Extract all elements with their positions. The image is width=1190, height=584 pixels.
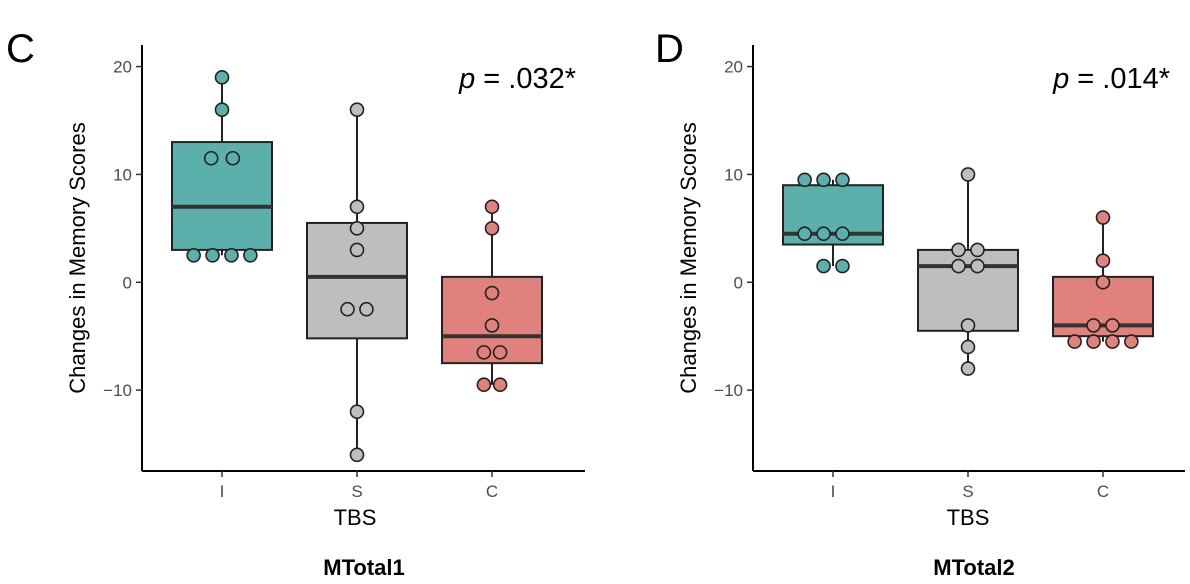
data-point-i-c — [186, 248, 201, 263]
data-point-i-d — [835, 226, 850, 242]
data-point-c-c — [476, 345, 492, 360]
data-point-c-d — [1105, 318, 1120, 333]
x-tick-label-d: S — [962, 482, 973, 501]
data-point-i-c — [203, 150, 219, 166]
data-point-s-c — [359, 301, 374, 317]
p-value-symbol-c: p — [458, 63, 475, 95]
caption-mtotal1: MTotal1 — [323, 555, 404, 580]
data-point-s-d — [960, 167, 976, 182]
p-value-number-c: = .032* — [475, 63, 576, 95]
data-point-c-c — [476, 377, 492, 393]
p-value-symbol-d: p — [1052, 63, 1069, 95]
data-point-i-c — [225, 150, 241, 166]
data-point-i-d — [816, 258, 831, 274]
data-point-c-d — [1095, 253, 1111, 268]
data-point-c-c — [484, 318, 500, 333]
data-point-c-c — [484, 285, 500, 301]
data-point-c-c — [484, 221, 500, 236]
data-point-c-d — [1086, 318, 1101, 333]
data-point-c-c — [492, 377, 508, 393]
data-point-s-c — [349, 404, 365, 419]
data-point-i-c — [224, 248, 239, 263]
data-point-c-d — [1086, 334, 1101, 349]
x-tick-label-c: I — [220, 482, 225, 501]
box-i-c — [171, 141, 273, 251]
data-point-c-d — [1124, 334, 1139, 349]
data-point-s-d — [951, 258, 966, 274]
p-value-label-d: p = .014* — [1052, 63, 1170, 95]
data-point-i-c — [214, 70, 230, 85]
y-axis-label-d: Changes in Memory Scores — [676, 122, 701, 393]
y-tick-label-c: 10 — [113, 165, 132, 184]
data-point-s-d — [960, 339, 976, 355]
p-value-label-c: p = .032* — [458, 63, 576, 95]
y-tick-label-d: 20 — [724, 58, 743, 77]
panel-letter-d: D — [655, 27, 684, 71]
data-point-c-d — [1095, 210, 1111, 225]
panel-c: C p = .032* Changes in Memory Scores TBS… — [6, 27, 585, 580]
y-tick-label-c: 0 — [123, 273, 132, 292]
data-point-s-c — [349, 242, 365, 258]
data-point-c-d — [1067, 334, 1082, 349]
data-point-i-c — [243, 248, 258, 263]
x-tick-label-c: S — [351, 482, 362, 501]
data-point-c-d — [1105, 334, 1120, 349]
data-point-i-d — [816, 172, 831, 188]
y-axis-label-c: Changes in Memory Scores — [65, 122, 90, 393]
y-tick-label-c: 20 — [113, 58, 132, 77]
data-point-i-d — [835, 172, 850, 188]
x-tick-label-c: C — [486, 482, 498, 501]
y-tick-label-d: 10 — [724, 165, 743, 184]
data-point-s-c — [340, 301, 355, 317]
p-value-number-d: = .014* — [1069, 63, 1170, 95]
data-point-c-c — [484, 199, 500, 215]
data-point-s-d — [970, 242, 985, 258]
data-point-i-c — [205, 248, 220, 263]
x-tick-label-d: I — [831, 482, 836, 501]
plot-area-c: −10 0 10 20 I S C — [103, 45, 585, 501]
data-point-i-d — [816, 226, 831, 242]
data-point-s-c — [349, 447, 365, 463]
x-axis-label-c: TBS — [334, 505, 377, 530]
panel-letter-c: C — [6, 27, 35, 71]
plot-area-d: −10 0 10 20 I S C — [714, 45, 1185, 501]
box-s-d — [917, 248, 1019, 332]
x-axis-label-d: TBS — [947, 505, 990, 530]
data-point-s-d — [960, 361, 976, 376]
data-point-s-d — [970, 258, 985, 274]
panel-d: D p = .014* Changes in Memory Scores TBS… — [655, 27, 1185, 580]
data-point-c-d — [1095, 274, 1111, 290]
data-point-s-d — [960, 318, 976, 333]
y-tick-label-d: 0 — [734, 273, 743, 292]
caption-mtotal2: MTotal2 — [933, 555, 1014, 580]
data-point-s-c — [349, 102, 365, 118]
box-s-c — [306, 221, 408, 340]
data-point-c-c — [492, 345, 508, 360]
y-tick-label-c: −10 — [103, 381, 132, 400]
data-point-i-c — [214, 102, 230, 118]
data-point-i-d — [797, 172, 812, 188]
data-point-s-c — [349, 199, 365, 215]
data-point-s-d — [951, 242, 966, 258]
data-point-s-c — [349, 221, 365, 236]
data-point-i-d — [797, 226, 812, 242]
y-tick-label-d: −10 — [714, 381, 743, 400]
data-point-i-d — [835, 258, 850, 274]
x-tick-label-d: C — [1097, 482, 1109, 501]
